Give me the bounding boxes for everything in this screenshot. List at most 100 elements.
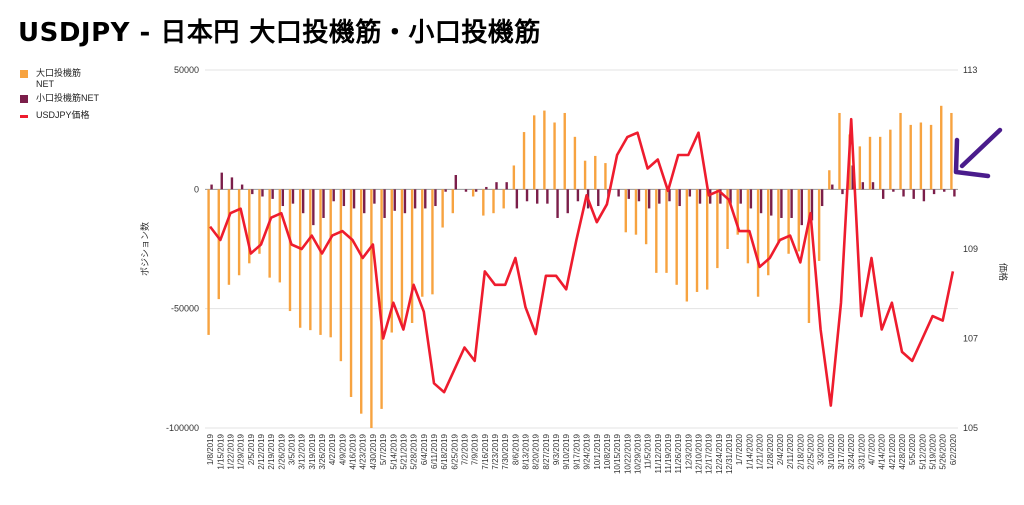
x-tick-label: 8/20/2019 <box>532 433 541 469</box>
bar-small-net <box>810 189 814 221</box>
bar-small-net <box>922 189 926 202</box>
bar-large-net <box>563 112 566 190</box>
bar-large-net <box>705 189 709 290</box>
bar-small-net <box>251 189 254 195</box>
x-tick-label: 3/10/2020 <box>827 433 836 469</box>
bar-large-net <box>512 165 516 190</box>
x-tick-label: 9/24/2019 <box>583 433 592 469</box>
x-tick-label: 6/18/2019 <box>440 433 449 469</box>
bar-large-net <box>471 189 475 197</box>
legend-label-small: 小口投機筋NET <box>36 93 100 103</box>
bar-large-net <box>624 189 627 233</box>
x-tick-label: 11/12/2019 <box>654 433 663 473</box>
x-tick-label: 5/21/2019 <box>399 433 408 469</box>
bar-large-net <box>380 189 383 409</box>
bar-small-net <box>658 189 661 204</box>
bar-large-net <box>746 189 750 264</box>
x-tick-label: 3/26/2019 <box>318 433 327 469</box>
x-tick-label: 4/28/2020 <box>898 433 907 469</box>
bar-small-net <box>729 189 732 204</box>
bar-large-net <box>482 189 485 216</box>
bar-small-net <box>373 189 376 204</box>
x-tick-label: 7/16/2019 <box>481 433 490 469</box>
bar-large-net <box>817 189 821 261</box>
x-tick-label: 4/16/2019 <box>349 433 358 469</box>
bar-large-net <box>298 189 302 328</box>
x-tick-label: 6/4/2019 <box>420 433 429 465</box>
bar-small-net <box>820 189 824 207</box>
bar-large-net <box>248 189 251 264</box>
bar-small-net <box>780 189 783 218</box>
bar-small-net <box>230 177 234 190</box>
bar-large-net <box>807 189 811 323</box>
bar-large-net <box>390 189 393 333</box>
bar-small-net <box>943 189 946 192</box>
x-tick-label: 1/28/2020 <box>766 433 775 469</box>
bar-small-net <box>749 189 753 209</box>
bar-large-net <box>288 189 292 312</box>
bar-small-net <box>291 189 295 204</box>
bar-large-net <box>756 189 760 297</box>
bar-small-net <box>953 189 956 197</box>
bar-small-net <box>892 189 895 192</box>
bar-small-net <box>861 182 865 190</box>
x-tick-label: 2/19/2019 <box>267 433 276 469</box>
bar-small-net <box>719 189 722 204</box>
bar-small-net <box>281 189 285 207</box>
x-tick-label: 3/31/2020 <box>857 433 866 469</box>
x-tick-label: 1/29/2019 <box>237 433 246 469</box>
x-tick-label: 2/5/2019 <box>247 433 256 465</box>
x-tick-label: 11/19/2019 <box>664 433 673 473</box>
bar-small-net <box>800 189 803 226</box>
bar-small-net <box>322 189 325 218</box>
x-tick-label: 7/9/2019 <box>471 433 480 465</box>
legend-swatch-small <box>20 95 28 103</box>
bar-large-net <box>583 160 587 190</box>
bar-small-net <box>240 184 244 190</box>
bar-large-net <box>502 189 505 209</box>
bar-small-net <box>505 182 508 190</box>
bar-small-net <box>444 189 447 192</box>
bar-large-net <box>451 189 455 214</box>
bar-small-net <box>342 189 346 207</box>
bar-large-net <box>899 112 902 190</box>
y-right-tick-label: 113 <box>963 65 977 75</box>
bar-large-net <box>685 189 689 302</box>
bar-large-net <box>695 189 699 292</box>
bar-large-net <box>838 112 841 190</box>
y-left-tick-label: 50000 <box>174 65 199 75</box>
bar-small-net <box>383 189 386 218</box>
bar-small-net <box>831 184 834 190</box>
x-tick-label: 10/22/2019 <box>623 433 632 474</box>
bar-large-net <box>929 124 933 190</box>
bar-large-net <box>258 189 261 254</box>
bar-large-net <box>573 136 577 190</box>
bar-large-net <box>716 189 719 269</box>
bar-small-net <box>261 189 264 197</box>
bar-small-net <box>566 189 569 214</box>
bar-large-net <box>940 105 943 190</box>
bar-small-net <box>312 189 315 226</box>
x-tick-label: 1/7/2020 <box>735 433 744 465</box>
x-tick-label: 4/21/2020 <box>888 433 897 469</box>
bar-large-net <box>868 136 872 190</box>
bar-small-net <box>597 189 600 207</box>
bar-small-net <box>759 189 763 214</box>
x-tick-label: 4/2/2019 <box>328 433 337 465</box>
x-tick-label: 5/7/2019 <box>379 433 388 465</box>
bar-small-net <box>637 189 641 202</box>
x-tick-label: 12/3/2019 <box>684 433 693 469</box>
x-tick-label: 6/2/2020 <box>949 433 958 465</box>
x-tick-label: 5/12/2020 <box>918 433 927 469</box>
bar-small-net <box>688 189 692 197</box>
x-tick-label: 7/2/2019 <box>461 433 470 465</box>
bar-large-net <box>309 189 312 331</box>
bar-small-net <box>424 189 427 209</box>
bar-large-net <box>604 163 607 190</box>
legend-item-small: 小口投機筋NET <box>20 93 99 104</box>
usdjpy-price-line <box>209 117 955 407</box>
bar-small-net <box>881 189 885 199</box>
bar-large-net <box>360 189 363 414</box>
bar-small-net <box>271 189 274 199</box>
x-tick-label: 9/17/2019 <box>572 433 581 469</box>
